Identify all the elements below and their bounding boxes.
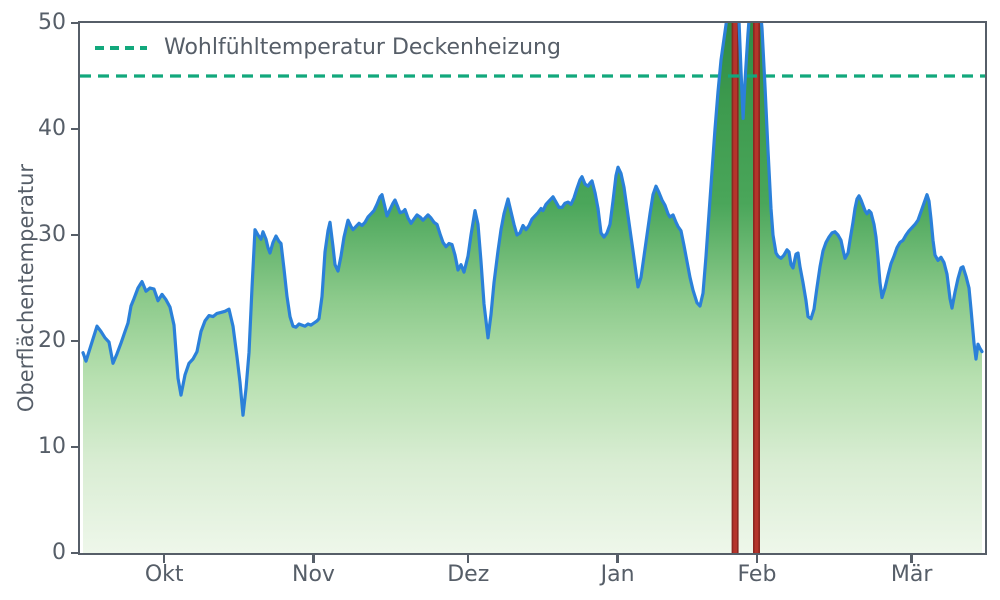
x-tick-mark (162, 555, 166, 563)
x-tick-mark (910, 555, 913, 563)
y-tick-label: 30 (38, 222, 66, 247)
temperature-area (83, 23, 982, 553)
y-tick-label: 20 (38, 328, 66, 353)
event-bar-1-inner (733, 23, 737, 553)
y-tick-mark (71, 21, 79, 25)
temperature-line (81, 23, 984, 417)
x-tick-label: Feb (737, 562, 777, 587)
chart-canvas (80, 23, 985, 553)
x-tick-mark (312, 555, 315, 563)
x-tick-mark (616, 555, 619, 563)
x-tick-label: Okt (144, 562, 184, 587)
x-tick-label: Jan (600, 562, 635, 587)
x-tick-mark (755, 555, 759, 563)
dashed-line-swatch (95, 46, 147, 50)
y-tick-mark (71, 233, 79, 237)
y-tick-label: 10 (38, 434, 66, 459)
x-tick-label: Dez (447, 562, 490, 587)
legend: Wohlfühltemperatur Deckenheizung (95, 35, 561, 61)
y-tick-mark (71, 445, 79, 449)
y-tick-label: 0 (52, 540, 66, 565)
x-tick-mark (466, 555, 470, 563)
event-bar-2-inner (754, 23, 759, 553)
y-tick-label: 50 (38, 10, 66, 35)
legend-label: Wohlfühltemperatur Deckenheizung (164, 35, 561, 60)
y-tick-mark (71, 339, 79, 343)
y-tick-mark (71, 127, 79, 131)
y-axis-title: Oberflächentemperatur (14, 163, 38, 413)
x-tick-label: Nov (292, 562, 335, 587)
y-tick-mark (71, 551, 79, 555)
x-tick-label: Mär (890, 562, 933, 587)
y-tick-label: 40 (38, 116, 66, 141)
plot-area: Wohlfühltemperatur Deckenheizung (78, 21, 987, 555)
